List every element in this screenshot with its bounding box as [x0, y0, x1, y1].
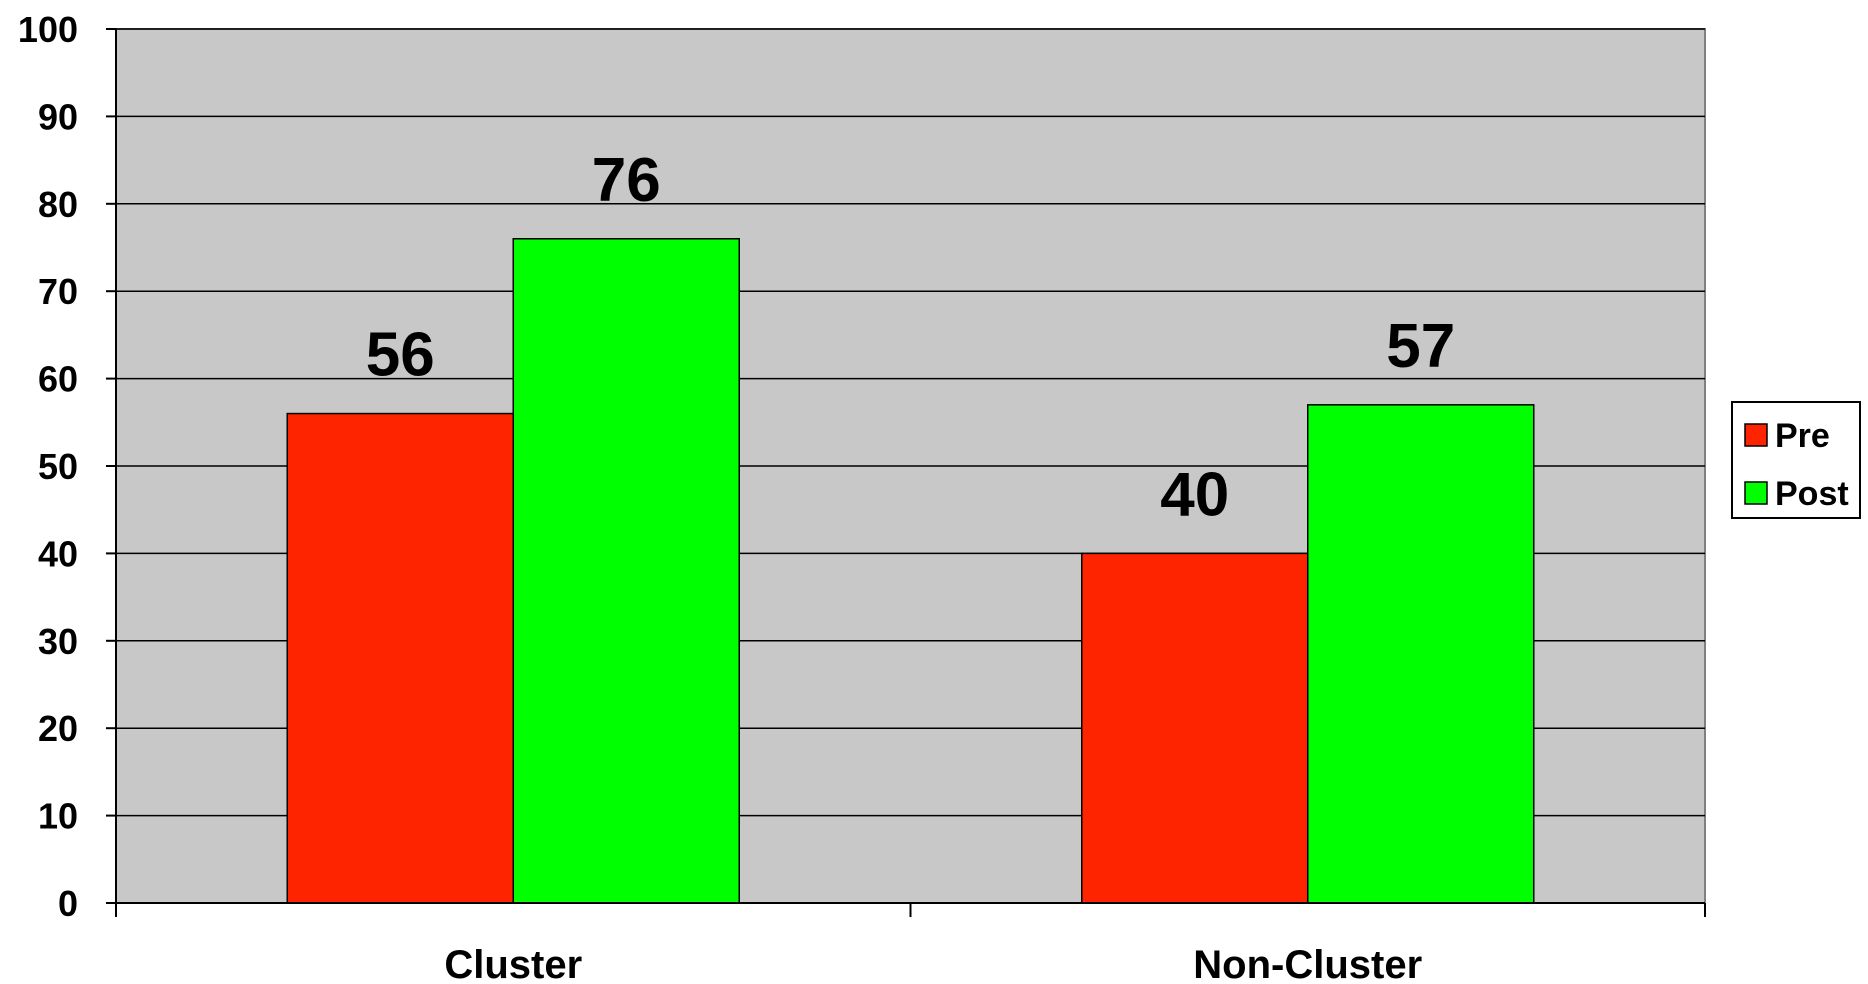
y-tick-label: 30 — [38, 621, 78, 662]
bar-post-1 — [1307, 404, 1535, 904]
bar-pre-1 — [1081, 552, 1309, 904]
x-category-label: Non-Cluster — [1193, 943, 1422, 984]
y-tick-label: 100 — [18, 9, 78, 50]
legend-swatch-pre — [1744, 423, 1768, 447]
data-label-pre-1: 40 — [1160, 460, 1229, 529]
y-tick-label: 0 — [58, 883, 78, 924]
bar-pre-0 — [286, 412, 514, 904]
y-tick-label: 70 — [38, 271, 78, 312]
y-tick-label: 90 — [38, 96, 78, 137]
data-label-post-1: 57 — [1386, 312, 1455, 381]
data-labels: 56 40 76 57 — [366, 146, 1455, 530]
y-tick-label: 40 — [38, 533, 78, 574]
data-label-post-0: 76 — [592, 146, 661, 215]
legend: Pre Post — [1731, 401, 1861, 519]
x-axis-ticks: Cluster Non-Cluster — [115, 903, 1706, 984]
y-tick-label: 10 — [38, 796, 78, 837]
x-category-label: Cluster — [444, 943, 582, 984]
y-tick-label: 20 — [38, 708, 78, 749]
y-tick-label: 80 — [38, 184, 78, 225]
bar-post-0 — [512, 238, 740, 904]
y-tick-label: 60 — [38, 359, 78, 400]
y-tick-label: 50 — [38, 446, 78, 487]
legend-label-post: Post — [1775, 475, 1849, 513]
legend-swatch-post — [1744, 481, 1768, 505]
data-label-pre-0: 56 — [366, 321, 435, 390]
legend-label-pre: Pre — [1775, 417, 1830, 455]
y-axis-ticks: 0 10 20 30 40 50 60 70 80 90 100 — [18, 9, 116, 924]
